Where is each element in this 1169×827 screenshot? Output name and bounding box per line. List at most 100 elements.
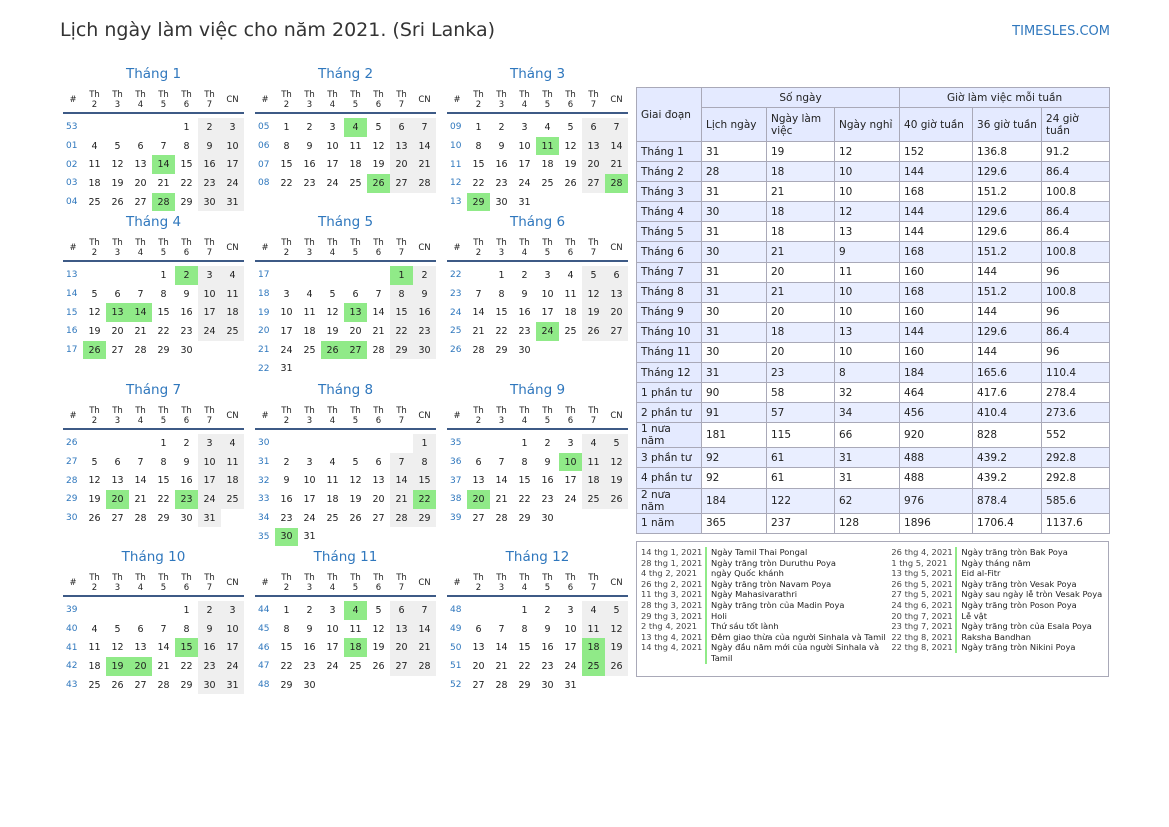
week-number: 28 — [66, 475, 78, 486]
day: 3 — [567, 604, 574, 616]
day: 10 — [559, 452, 582, 472]
cell: 273.6 — [1041, 402, 1111, 424]
cell: 464 — [899, 382, 974, 404]
weekday-header: Th 5 — [542, 238, 553, 258]
day: 10 — [326, 140, 339, 152]
holiday-name: Holi — [705, 610, 889, 622]
day: 12 — [111, 642, 124, 654]
day: 2 — [198, 601, 221, 620]
day: 17 — [541, 307, 554, 319]
table-row: Tháng 5 31 18 13 144 129.6 86.4 — [636, 221, 1111, 243]
day: 28 — [390, 508, 413, 528]
row-label: 2 phần tư — [636, 402, 702, 424]
weekday-header: # — [261, 411, 269, 421]
day: 22 — [280, 660, 293, 672]
day: 15 — [280, 642, 293, 654]
day: 12 — [349, 475, 362, 487]
day: 25 — [349, 177, 362, 189]
month-title: Tháng 5 — [317, 214, 374, 230]
day: 18 — [88, 177, 101, 189]
day: 19 — [582, 303, 605, 323]
header-rule — [63, 595, 244, 597]
day: 13 — [134, 159, 147, 171]
day: 19 — [372, 642, 385, 654]
weekday-header: Th 2 — [473, 573, 484, 593]
day: 9 — [306, 140, 313, 152]
week-number: 35 — [258, 531, 270, 542]
header-cell: 40 giờ tuần — [899, 107, 974, 142]
weekday-header: Th 3 — [304, 406, 315, 426]
day: 25 — [221, 490, 244, 509]
summary-table: Giai đoạn Số ngày Giờ làm việc mỗi tuần Lịc… — [636, 87, 1111, 534]
day: 13 — [390, 619, 413, 639]
day: 20 — [390, 155, 413, 175]
day: 22 — [157, 325, 170, 337]
day: 17 — [221, 155, 244, 175]
day: 29 — [467, 192, 490, 212]
cell: 20 — [766, 341, 835, 364]
table-row: 3 phần tư 92 61 31 488 439.2 292.8 — [636, 447, 1111, 469]
header-cell: 36 giờ tuần — [972, 107, 1043, 142]
day: 21 — [390, 490, 413, 509]
week-number: 29 — [66, 494, 78, 505]
table-row: Tháng 11 30 20 10 160 144 96 — [636, 341, 1111, 364]
day: 1 — [183, 121, 190, 133]
day: 24 — [198, 322, 221, 341]
week-number: 05 — [258, 122, 270, 133]
day: 4 — [306, 288, 313, 300]
table-row: 1 nưa năm 181 115 66 920 828 552 — [636, 422, 1111, 449]
weekday-header: CN — [610, 411, 623, 421]
holiday-row: 22 thg 8, 2021 Ngày trăng tròn Nikini Poy… — [891, 642, 1104, 653]
row-label: 2 nưa năm — [636, 487, 702, 514]
day: 3 — [544, 269, 551, 281]
weekday-header: Th 2 — [281, 573, 292, 593]
cell: 552 — [1041, 422, 1111, 449]
weekday-header: Th 6 — [373, 573, 384, 593]
weekday-header: Th 3 — [496, 90, 507, 110]
weekday-header: Th 4 — [519, 238, 530, 258]
cell: 12 — [833, 140, 901, 163]
day: 23 — [541, 493, 554, 505]
day: 21 — [372, 325, 385, 337]
weekday-header: Th 3 — [496, 238, 507, 258]
day: 13 — [390, 136, 413, 156]
day: 23 — [303, 660, 316, 672]
day: 30 — [180, 344, 193, 356]
cell: 128 — [833, 512, 901, 534]
week-number: 17 — [66, 345, 78, 356]
day: 28 — [495, 512, 508, 524]
day: 19 — [326, 325, 339, 337]
cell: 410.4 — [972, 402, 1043, 424]
weekday-header: # — [261, 578, 269, 588]
site-link[interactable]: TIMESLES.COM — [1012, 24, 1110, 39]
weekday-header: Th 7 — [204, 573, 215, 593]
week-number: 25 — [450, 326, 462, 337]
day: 7 — [375, 288, 382, 300]
weekday-header: Th 5 — [542, 406, 553, 426]
day: 27 — [582, 174, 605, 193]
row-label: Tháng 11 — [636, 341, 702, 364]
row-label: 1 nưa năm — [636, 422, 702, 449]
day: 21 — [157, 660, 170, 672]
day: 2 — [544, 604, 551, 616]
day: 5 — [582, 266, 605, 285]
day: 3 — [198, 266, 221, 285]
day: 7 — [498, 456, 505, 468]
weekday-header: CN — [226, 411, 239, 421]
day: 18 — [582, 638, 605, 658]
holiday-row: 14 thg 4, 2021 Ngày đầu năm mới của người… — [641, 642, 889, 664]
header-rule — [255, 428, 436, 430]
weekday-header: Th 7 — [588, 406, 599, 426]
day: 2 — [498, 121, 505, 133]
week-number: 32 — [258, 475, 270, 486]
cell: 181 — [701, 422, 767, 449]
holiday-column: 26 thg 4, 2021 Ngày trăng tròn Bak Poya 1 … — [891, 547, 1104, 671]
holiday-date: 1 thg 5, 2021 — [891, 557, 948, 568]
header-rule — [63, 112, 244, 114]
weekday-header: Th 3 — [112, 406, 123, 426]
day: 16 — [541, 475, 554, 487]
day: 12 — [605, 452, 628, 472]
day: 10 — [198, 284, 221, 304]
holiday-row: 14 thg 1, 2021 Ngày Tamil Thai Pongal — [641, 547, 889, 558]
weekday-header: # — [69, 578, 77, 588]
